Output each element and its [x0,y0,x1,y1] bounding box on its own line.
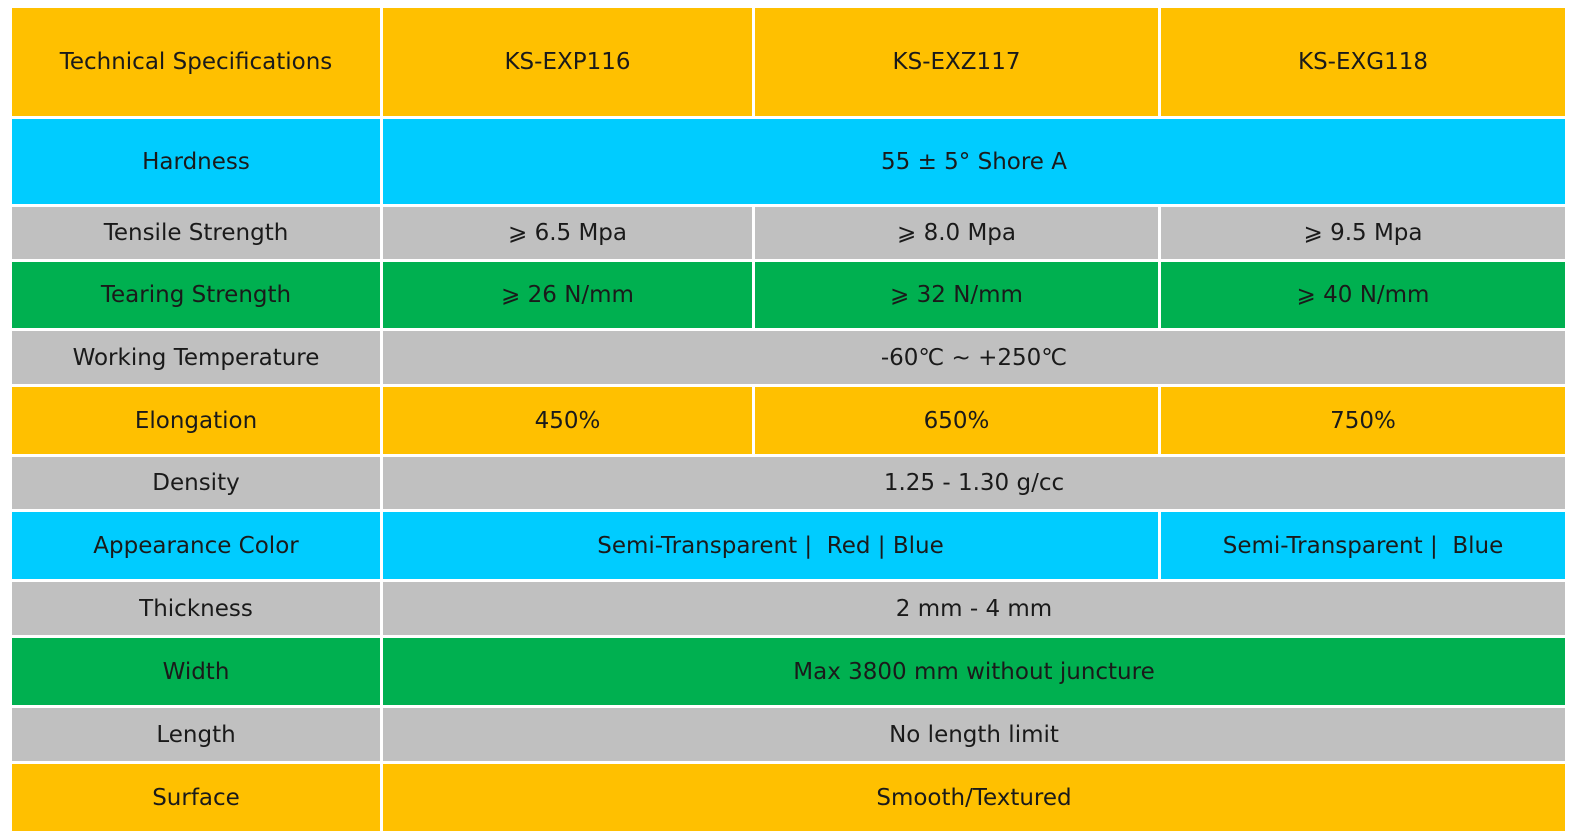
row-value: ⩾ 8.0 Mpa [752,204,1161,262]
model-header-ks-exp116: KS-EXP116 [380,5,755,119]
row-value: 650% [752,384,1161,457]
header-label: Technical Specifications [9,5,383,119]
row-value: 750% [1158,384,1568,457]
row-value: No length limit [380,705,1568,764]
row-value: 55 ± 5° Shore A [380,116,1568,207]
table-row-density: Density 1.25 - 1.30 g/cc [9,454,1568,512]
row-value: -60℃ ~ +250℃ [380,328,1568,387]
table-row-length: Length No length limit [9,705,1568,764]
technical-specifications-table: Technical Specifications KS-EXP116 KS-EX… [9,5,1568,834]
row-value: Semi-Transparent | Blue [1158,509,1568,582]
row-label: Working Temperature [9,328,383,387]
row-value: 2 mm - 4 mm [380,579,1568,638]
row-label: Length [9,705,383,764]
row-value: Max 3800 mm without juncture [380,635,1568,708]
table-row-appearance-color: Appearance Color Semi-Transparent | Red … [9,509,1568,582]
header-row: Technical Specifications KS-EXP116 KS-EX… [9,5,1568,119]
row-value: Semi-Transparent | Red | Blue [380,509,1161,582]
row-value: ⩾ 26 N/mm [380,259,755,331]
row-label: Tensile Strength [9,204,383,262]
table-row-working-temperature: Working Temperature -60℃ ~ +250℃ [9,328,1568,387]
row-label: Tearing Strength [9,259,383,331]
row-label: Surface [9,761,383,834]
table-row-surface: Surface Smooth/Textured [9,761,1568,834]
row-label: Width [9,635,383,708]
row-label: Hardness [9,116,383,207]
row-value: 450% [380,384,755,457]
table-row-hardness: Hardness 55 ± 5° Shore A [9,116,1568,207]
row-value: 1.25 - 1.30 g/cc [380,454,1568,512]
row-value: ⩾ 9.5 Mpa [1158,204,1568,262]
table-row-thickness: Thickness 2 mm - 4 mm [9,579,1568,638]
model-header-ks-exg118: KS-EXG118 [1158,5,1568,119]
row-label: Elongation [9,384,383,457]
table-row-elongation: Elongation 450% 650% 750% [9,384,1568,457]
row-label: Thickness [9,579,383,638]
row-value: ⩾ 32 N/mm [752,259,1161,331]
table-row-width: Width Max 3800 mm without juncture [9,635,1568,708]
row-label: Appearance Color [9,509,383,582]
row-label: Density [9,454,383,512]
row-value: Smooth/Textured [380,761,1568,834]
row-value: ⩾ 6.5 Mpa [380,204,755,262]
table-row-tearing-strength: Tearing Strength ⩾ 26 N/mm ⩾ 32 N/mm ⩾ 4… [9,259,1568,331]
row-value: ⩾ 40 N/mm [1158,259,1568,331]
table-row-tensile-strength: Tensile Strength ⩾ 6.5 Mpa ⩾ 8.0 Mpa ⩾ 9… [9,204,1568,262]
model-header-ks-exz117: KS-EXZ117 [752,5,1161,119]
